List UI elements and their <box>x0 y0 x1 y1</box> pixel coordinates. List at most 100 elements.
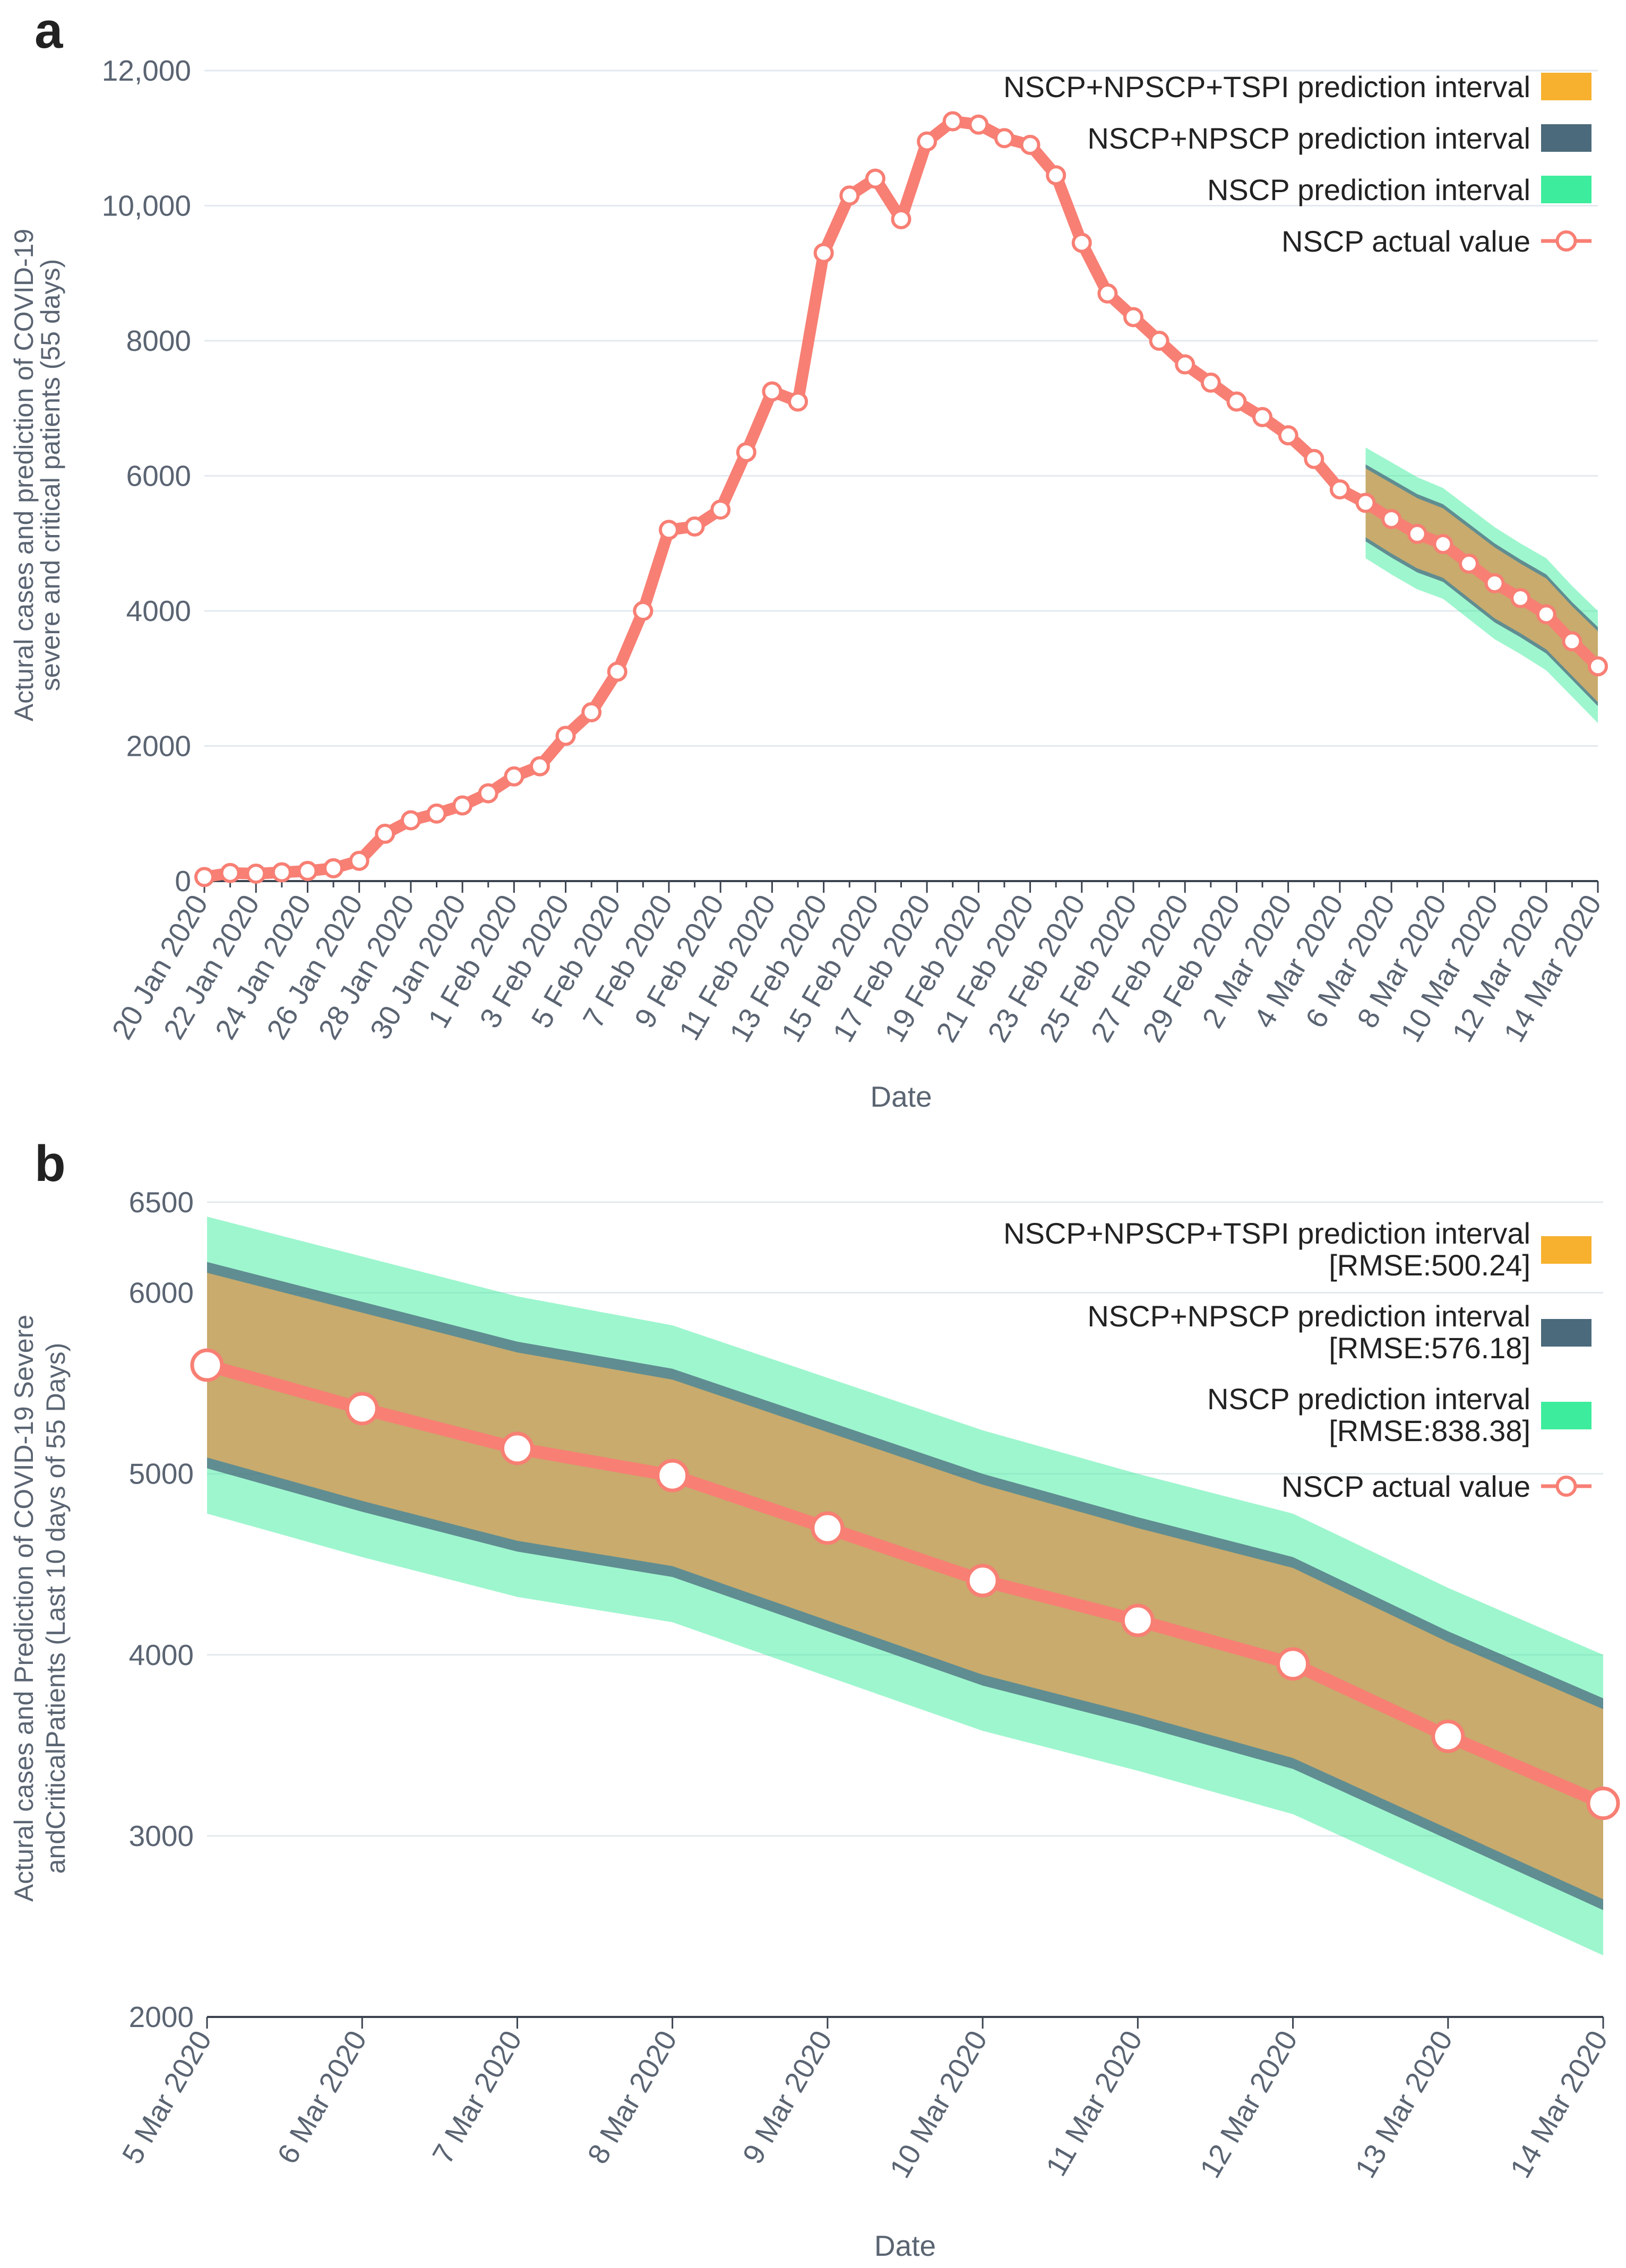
data-point <box>1278 425 1298 446</box>
data-point <box>504 766 524 787</box>
data-point <box>1175 354 1195 375</box>
legend-marker-swatch <box>1555 230 1577 252</box>
data-point <box>581 702 602 722</box>
legend-swatch-middle <box>1541 1319 1591 1347</box>
y-tick-label: 4000 <box>129 1639 194 1671</box>
legend-swatch-inner <box>1541 73 1591 100</box>
x-tick-label: 10 Mar 2020 <box>883 2025 993 2183</box>
y-tick-label: 8000 <box>126 324 191 357</box>
y-tick-label: 6000 <box>129 1277 194 1309</box>
legend-label: NSCP actual value <box>1281 225 1530 258</box>
actual-points <box>194 111 1608 887</box>
data-point <box>452 795 473 816</box>
data-point <box>323 858 344 878</box>
band-nscp-npscp-tspi <box>207 1273 1603 1900</box>
data-point <box>220 863 240 883</box>
y-tick-label: 4000 <box>126 594 191 627</box>
legend-label: NSCP+NPSCP prediction interval <box>1087 1299 1530 1333</box>
data-point <box>1381 508 1402 529</box>
data-point <box>190 1348 224 1382</box>
data-point <box>1484 573 1505 593</box>
legend-label: NSCP+NPSCP prediction interval <box>1087 122 1530 155</box>
data-point <box>968 114 989 135</box>
data-point <box>1329 479 1350 499</box>
y-tick-label: 10,000 <box>102 189 191 222</box>
data-point <box>1304 449 1324 469</box>
legend-rmse: [RMSE:500.24] <box>1329 1248 1530 1282</box>
data-point <box>375 823 395 844</box>
data-point <box>1071 232 1092 253</box>
legend-label: NSCP prediction interval <box>1207 1382 1530 1416</box>
y-tick-label: 12,000 <box>102 54 191 87</box>
legend-label: NSCP+NPSCP+TSPI prediction interval <box>1003 1217 1530 1250</box>
data-point <box>633 601 653 621</box>
data-point <box>736 442 756 462</box>
data-point <box>1562 631 1582 652</box>
data-point <box>865 168 885 189</box>
prediction-bands <box>1365 447 1598 723</box>
x-tick-label: 5 Mar 2020 <box>116 2025 218 2169</box>
data-point <box>811 1511 845 1545</box>
data-point <box>839 185 860 206</box>
y-tick-label: 3000 <box>129 1819 194 1852</box>
legend-rmse: [RMSE:576.18] <box>1329 1331 1530 1365</box>
y-tick-label: 0 <box>175 865 191 898</box>
y-tick-label: 6000 <box>126 460 191 493</box>
legend: NSCP+NPSCP+TSPI prediction interval[RMSE… <box>1003 1217 1591 1503</box>
data-point <box>1123 307 1143 327</box>
data-point <box>478 783 498 804</box>
data-point <box>400 810 421 831</box>
data-point <box>994 128 1014 149</box>
data-point <box>1046 165 1066 186</box>
data-point <box>1149 331 1169 351</box>
data-point <box>345 1392 379 1426</box>
actual-line <box>201 1359 1610 1810</box>
data-point <box>788 391 808 412</box>
y-axis-label: severe and critical patients (55 days) <box>36 259 65 691</box>
legend-swatch-outer <box>1541 1402 1591 1429</box>
data-point <box>1407 523 1427 544</box>
data-point <box>246 864 266 884</box>
data-point <box>966 1564 1000 1598</box>
data-point <box>1252 407 1273 427</box>
panel-label: a <box>35 2 63 59</box>
x-tick-label: 13 Mar 2020 <box>1348 2025 1459 2183</box>
gridlines <box>204 70 1598 747</box>
data-point <box>607 661 627 682</box>
data-point <box>942 111 963 132</box>
y-tick-label: 5000 <box>129 1458 194 1490</box>
data-point <box>297 860 318 881</box>
data-point <box>194 867 214 887</box>
legend-label: NSCP prediction interval <box>1207 173 1530 206</box>
data-point <box>1536 604 1556 625</box>
data-point <box>349 850 369 871</box>
data-point <box>426 803 447 824</box>
legend-swatch-outer <box>1541 176 1591 203</box>
data-point <box>1431 1719 1465 1753</box>
legend-swatch-inner <box>1541 1236 1591 1264</box>
y-tick-label: 6500 <box>129 1186 194 1219</box>
data-point <box>1355 493 1376 513</box>
data-point <box>1097 283 1118 304</box>
data-point <box>1433 534 1453 555</box>
x-tick-label: 9 Mar 2020 <box>736 2025 838 2169</box>
data-point <box>1020 134 1040 155</box>
x-tick-label: 7 Mar 2020 <box>426 2025 528 2169</box>
data-point <box>1586 1786 1620 1820</box>
panel-label: b <box>35 1135 66 1192</box>
legend-label: NSCP actual value <box>1281 1470 1530 1503</box>
legend-rmse: [RMSE:838.38] <box>1329 1414 1530 1447</box>
data-point <box>1121 1603 1155 1637</box>
data-point <box>684 516 705 537</box>
data-point <box>529 756 550 777</box>
data-point <box>891 209 911 229</box>
data-point <box>1510 588 1531 608</box>
y-axis-label: Actural cases and prediction of COVID-19 <box>9 229 39 721</box>
data-point <box>762 381 782 402</box>
data-point <box>917 131 937 152</box>
x-axis-label: Date <box>874 2229 936 2262</box>
x-tick-label: 8 Mar 2020 <box>581 2025 683 2169</box>
legend: NSCP+NPSCP+TSPI prediction interval NSCP+… <box>1003 70 1591 258</box>
